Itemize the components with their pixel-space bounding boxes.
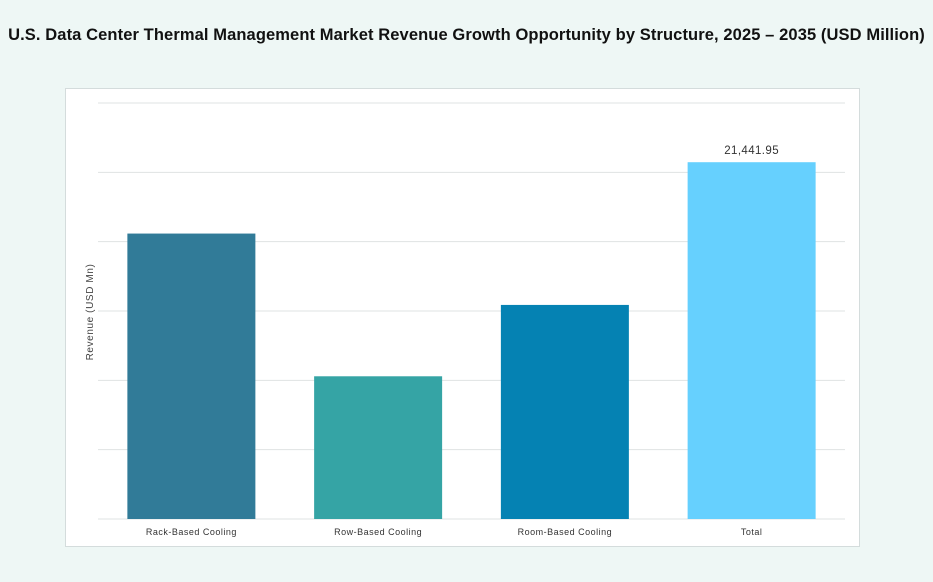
y-axis-label: Revenue (USD Mn) — [85, 264, 96, 361]
bar-rack-based-cooling — [127, 233, 256, 519]
x-tick-label: Room-Based Cooling — [518, 527, 613, 537]
bar-row-based-cooling — [314, 376, 443, 519]
bars — [127, 162, 816, 520]
bar-total — [687, 162, 816, 520]
bar-room-based-cooling — [500, 304, 629, 519]
x-tick-label: Rack-Based Cooling — [146, 527, 237, 537]
x-tick-label: Total — [741, 527, 763, 537]
labels: Rack-Based Cooling Row-Based Cooling Room-… — [146, 145, 779, 537]
data-label: 21,441.95 — [724, 145, 779, 157]
chart-title: U.S. Data Center Thermal Management Mark… — [8, 26, 925, 44]
x-tick-label: Row-Based Cooling — [334, 527, 422, 537]
